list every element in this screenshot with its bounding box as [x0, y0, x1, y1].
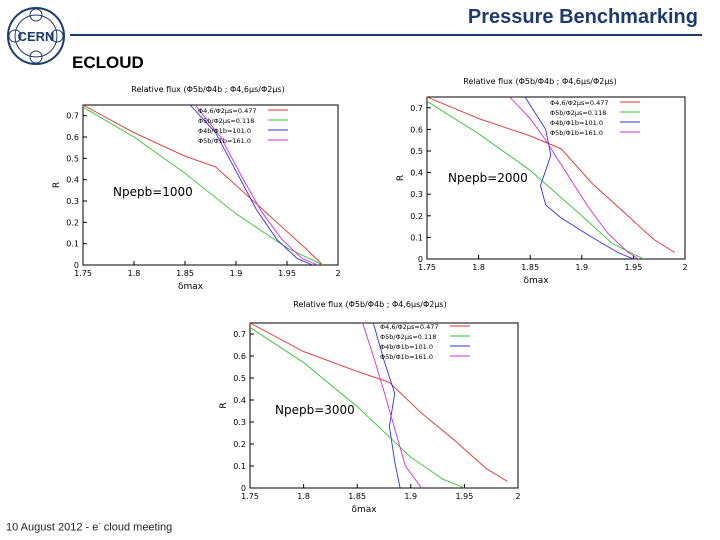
legend-entry: Φ4b/Φ1b=101.0 [550, 119, 603, 127]
y-axis-label: R [396, 175, 406, 181]
plot-frame [426, 96, 686, 260]
legend-entry: Φ4,6/Φ2μs=0.477 [198, 107, 256, 115]
x-tick-label: 1.95 [278, 269, 296, 278]
y-tick-label: 0 [241, 484, 246, 493]
x-tick-label: 2 [682, 263, 687, 272]
chart-title: Relative flux (Φ5b/Φ4b ; Φ4,6μs/Φ2μs) [463, 77, 616, 86]
legend-entry: Φ5b/Φ1b=161.0 [380, 353, 433, 361]
legend-entry: Φ4b/Φ1b=101.0 [380, 343, 433, 351]
y-tick-label: 0.1 [233, 462, 246, 471]
y-tick-label: 0.5 [410, 147, 423, 156]
series-line-0 [82, 104, 324, 266]
chart-title: Relative flux (Φ5b/Φ4b ; Φ4,6μs/Φ2μs) [293, 300, 446, 309]
legend-entry: Φ4,6/Φ2μs=0.477 [380, 323, 438, 331]
y-tick-label: 0.7 [410, 104, 423, 113]
y-tick-label: 0.5 [66, 154, 79, 163]
series-line-3 [362, 322, 422, 489]
chart-npepb-2000: Relative flux (Φ5b/Φ4b ; Φ4,6μs/Φ2μs) 1.7… [396, 77, 688, 286]
x-tick-label: 1.9 [575, 263, 588, 272]
x-axis-label: δmax [178, 282, 204, 292]
x-axis-label: δmax [351, 505, 377, 515]
legend-entry: Φ5b/Φ1b=161.0 [550, 129, 603, 137]
footer-separator: - [85, 521, 90, 534]
y-tick-label: 0.6 [410, 125, 423, 134]
x-tick-label: 1.8 [297, 492, 310, 501]
y-tick-label: 0.7 [66, 112, 79, 121]
chart-title: Relative flux (Φ5b/Φ4b ; Φ4,6μs/Φ2μs) [131, 85, 284, 94]
cern-logo: CERN [4, 4, 68, 73]
y-tick-label: 0.1 [410, 233, 423, 242]
footer-sup: - [98, 521, 101, 528]
chart-npepb-1000: Relative flux (Φ5b/Φ4b ; Φ4,6μs/Φ2μs) 1.7… [52, 85, 341, 292]
y-tick-label: 0 [74, 261, 79, 270]
series-line-3 [194, 104, 318, 266]
x-tick-label: 1.95 [455, 492, 473, 501]
x-tick-label: 1.8 [472, 263, 485, 272]
y-tick-label: 0.2 [233, 440, 246, 449]
y-tick-label: 0.4 [233, 396, 246, 405]
x-tick-label: 1.85 [348, 492, 366, 501]
y-tick-label: 0.6 [233, 352, 246, 361]
section-heading: ECLOUD [72, 53, 144, 72]
footer-meeting: cloud meeting [103, 521, 173, 534]
y-tick-label: 0.5 [233, 374, 246, 383]
logo-text: CERN [18, 29, 55, 44]
x-tick-label: 2 [335, 269, 340, 278]
y-tick-label: 0.4 [410, 169, 423, 178]
legend-entry: Φ5b/Φ2μs=0.118 [380, 333, 436, 341]
legend-entry: Φ5b/Φ1b=161.0 [198, 137, 251, 145]
x-tick-label: 1.85 [176, 269, 194, 278]
series-line-2 [189, 104, 313, 266]
y-tick-label: 0.7 [233, 330, 246, 339]
x-tick-label: 1.9 [230, 269, 243, 278]
y-axis-label: R [52, 182, 62, 188]
npepb-annotation: Npepb=2000 [448, 171, 528, 185]
legend-entry: Φ5b/Φ2μs=0.118 [198, 117, 254, 125]
y-tick-label: 0.3 [233, 418, 246, 427]
y-tick-label: 0.3 [66, 197, 79, 206]
y-tick-label: 0.4 [66, 176, 79, 185]
legend-entry: Φ4,6/Φ2μs=0.477 [550, 99, 608, 107]
series-line-3 [509, 96, 639, 260]
x-tick-label: 2 [515, 492, 520, 501]
chart-npepb-3000: Relative flux (Φ5b/Φ4b ; Φ4,6μs/Φ2μs) 1.7… [219, 300, 521, 515]
x-tick-label: 1.9 [404, 492, 417, 501]
x-axis-label: δmax [523, 276, 549, 286]
y-axis-label: R [219, 402, 229, 408]
series-line-1 [426, 100, 644, 260]
legend-entry: Φ4b/Φ1b=101.0 [198, 127, 251, 135]
title-divider [70, 34, 702, 36]
npepb-annotation: Npepb=3000 [275, 403, 355, 417]
x-tick-label: 1.95 [624, 263, 642, 272]
series-line-0 [249, 322, 508, 482]
y-tick-label: 0.3 [410, 190, 423, 199]
y-tick-label: 0.1 [66, 240, 79, 249]
npepb-annotation: Npepb=1000 [113, 185, 193, 199]
y-tick-label: 0.2 [410, 212, 423, 221]
footer-e: e [92, 521, 99, 534]
legend-entry: Φ5b/Φ2μs=0.118 [550, 109, 606, 117]
x-tick-label: 1.75 [418, 263, 436, 272]
x-tick-label: 1.85 [521, 263, 539, 272]
series-line-2 [372, 322, 401, 489]
y-tick-label: 0.2 [66, 218, 79, 227]
series-line-0 [426, 96, 675, 253]
plot-frame [82, 104, 339, 266]
footer: 10 August 2012 - e- cloud meeting [6, 521, 172, 534]
slide-title: Pressure Benchmarking [467, 6, 698, 28]
x-tick-label: 1.8 [128, 269, 141, 278]
plot-frame [249, 322, 519, 489]
footer-date: 10 August 2012 [6, 521, 83, 534]
y-tick-label: 0 [418, 255, 423, 264]
series-line-2 [524, 96, 634, 260]
x-tick-label: 1.75 [74, 269, 92, 278]
x-tick-label: 1.75 [241, 492, 259, 501]
series-line-1 [249, 327, 465, 489]
y-tick-label: 0.6 [66, 133, 79, 142]
series-line-1 [82, 106, 323, 266]
